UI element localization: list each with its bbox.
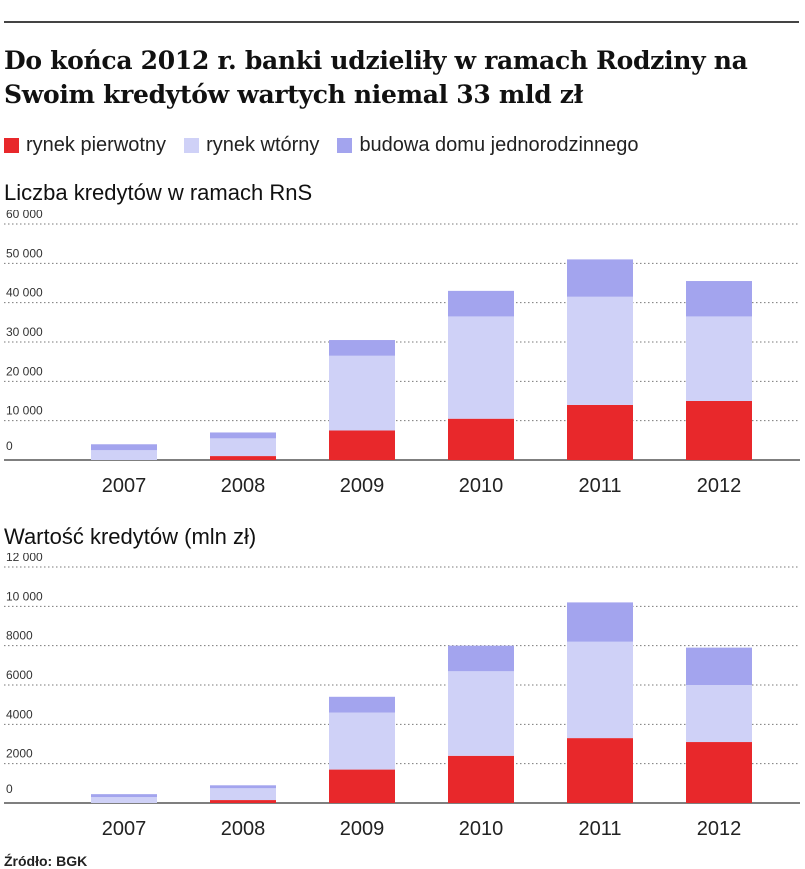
bar-budowa-domu-jednorodzinnego-2010: [448, 290, 514, 317]
x-tick-label: 2009: [340, 475, 385, 497]
bar-rynek-wtorny-2008: [210, 788, 276, 801]
bar-budowa-domu-jednorodzinnego-2012: [686, 647, 752, 685]
legend-label-primary-market: rynek pierwotny: [26, 133, 167, 156]
bar-budowa-domu-jednorodzinnego-2010: [448, 645, 514, 672]
legend-swatch-house-construction: [337, 137, 353, 153]
x-tick-label: 2009: [340, 818, 385, 840]
bar-rynek-wtorny-2007: [91, 797, 157, 803]
bar-rynek-wtorny-2012: [686, 316, 752, 401]
chart-1-title: Liczba kredytów w ramach RnS: [4, 180, 313, 205]
bar-rynek-wtorny-2009: [329, 712, 395, 770]
bar-rynek-pierwotny-2008: [210, 456, 276, 460]
bar-budowa-domu-jednorodzinnego-2007: [91, 794, 157, 798]
bar-budowa-domu-jednorodzinnego-2011: [567, 259, 633, 297]
x-tick-label: 2007: [102, 475, 147, 497]
y-tick-label: 10 000: [6, 589, 43, 603]
bar-rynek-wtorny-2011: [567, 296, 633, 405]
bar-rynek-wtorny-2010: [448, 316, 514, 419]
chart-loan-value: 0 2000 4000 6000 8000 10 000 12 000 2007 2008 200…: [4, 553, 800, 840]
infographic-title: Do końca 2012 r. banki udzieliły w ramac…: [4, 46, 748, 109]
bar-rynek-wtorny-2012: [686, 685, 752, 743]
bar-rynek-wtorny-2010: [448, 671, 514, 756]
x-tick-label: 2011: [578, 818, 621, 840]
legend-item-house-construction: budowa domu jednorodzinnego: [337, 133, 639, 157]
bar-rynek-pierwotny-2012: [686, 742, 752, 803]
bar-rynek-pierwotny-2011: [567, 404, 633, 460]
bar-budowa-domu-jednorodzinnego-2008: [210, 432, 276, 439]
bar-budowa-domu-jednorodzinnego-2011: [567, 602, 633, 642]
bar-rynek-wtorny-2008: [210, 438, 276, 457]
y-tick-label: 60 000: [6, 210, 43, 221]
bar-budowa-domu-jednorodzinnego-2007: [91, 444, 157, 451]
x-tick-label: 2007: [102, 818, 147, 840]
y-tick-label: 50 000: [6, 246, 43, 260]
x-tick-label: 2012: [697, 818, 742, 840]
bar-rynek-pierwotny-2012: [686, 401, 752, 460]
legend-item-secondary-market: rynek wtórny: [184, 134, 319, 157]
y-tick-label: 40 000: [6, 286, 43, 300]
bar-budowa-domu-jednorodzinnego-2009: [329, 696, 395, 713]
legend-item-primary-market: rynek pierwotny: [4, 134, 166, 157]
chart-loan-count: 0 10 000 20 000 30 000 40 000 50 000 60 000 200…: [4, 210, 800, 497]
x-tick-label: 2008: [221, 475, 266, 497]
legend-label-house-construction: budowa domu jednorodzinnego: [359, 133, 639, 156]
bar-rynek-pierwotny-2009: [329, 769, 395, 803]
y-tick-label: 4000: [6, 707, 33, 721]
bar-rynek-wtorny-2011: [567, 641, 633, 739]
bar-budowa-domu-jednorodzinnego-2012: [686, 281, 752, 317]
y-tick-label: 6000: [6, 668, 33, 682]
top-rule: [4, 21, 799, 23]
bar-rynek-pierwotny-2009: [329, 430, 395, 460]
x-tick-label: 2012: [697, 475, 742, 497]
bar-budowa-domu-jednorodzinnego-2009: [329, 340, 395, 356]
y-tick-label: 8000: [6, 629, 33, 643]
bar-rynek-wtorny-2007: [91, 450, 157, 460]
chart-2-title: Wartość kredytów (mln zł): [4, 524, 257, 549]
x-tick-label: 2010: [459, 818, 504, 840]
x-tick-label: 2011: [578, 475, 621, 497]
bar-rynek-pierwotny-2010: [448, 755, 514, 803]
legend-label-secondary-market: rynek wtórny: [206, 133, 320, 156]
legend-swatch-primary-market: [4, 137, 19, 153]
x-tick-label: 2010: [459, 475, 504, 497]
bar-budowa-domu-jednorodzinnego-2008: [210, 785, 276, 789]
y-tick-label: 0: [6, 439, 13, 453]
legend-swatch-secondary-market: [184, 137, 200, 153]
y-tick-label: 10 000: [6, 404, 43, 418]
y-tick-label: 30 000: [6, 325, 43, 339]
source-note: Źródło: BGK: [4, 853, 88, 869]
y-tick-label: 0: [6, 782, 13, 796]
x-tick-label: 2008: [221, 818, 266, 840]
bar-rynek-wtorny-2009: [329, 355, 395, 431]
y-tick-label: 12 000: [6, 553, 43, 564]
bar-rynek-pierwotny-2008: [210, 800, 276, 803]
y-tick-label: 2000: [6, 747, 33, 761]
legend: rynek pierwotny rynek wtórny budowa domu…: [4, 130, 657, 160]
bar-rynek-pierwotny-2011: [567, 738, 633, 803]
y-tick-label: 20 000: [6, 364, 43, 378]
bar-rynek-pierwotny-2010: [448, 418, 514, 460]
